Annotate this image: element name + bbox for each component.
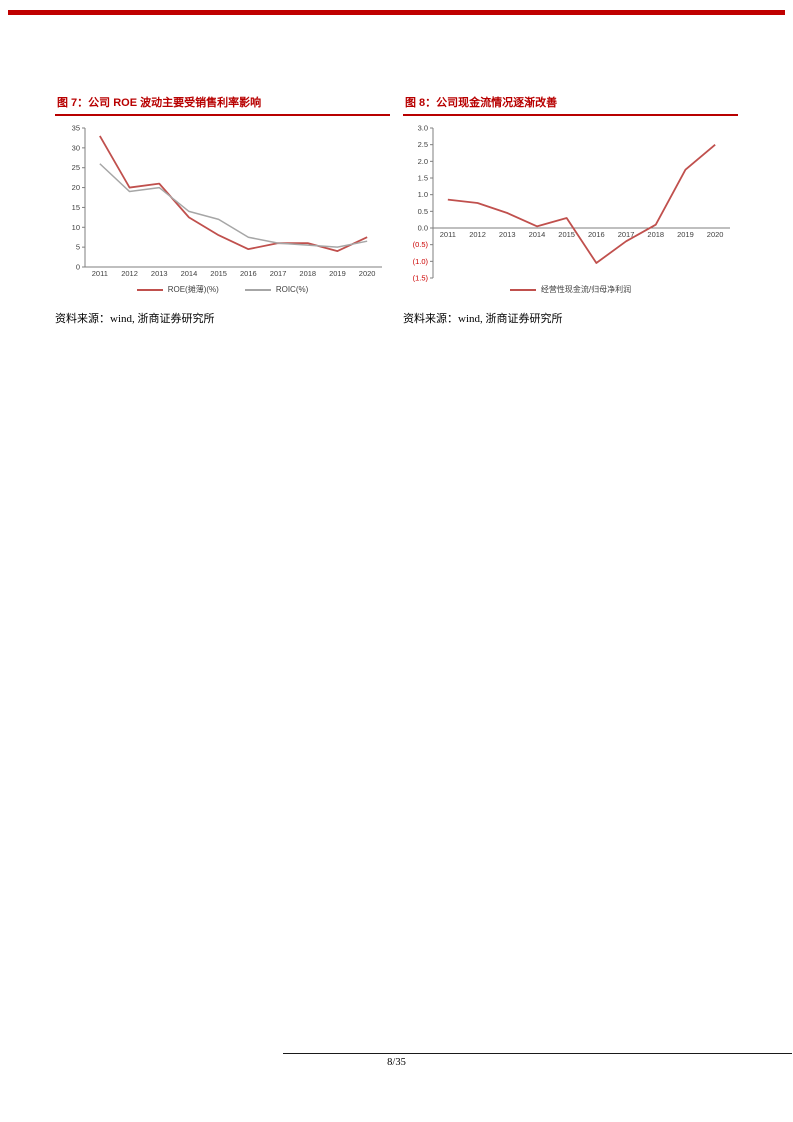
x-axis-tick-label: 2012	[121, 269, 138, 278]
x-axis-tick-label: 2015	[558, 230, 575, 239]
figure-8: 图 8：公司现金流情况逐渐改善 3.0 2.5 2.0 1.5 1.0 0.5 0.0 (0.…	[403, 95, 738, 326]
x-axis-tick-label: 2016	[588, 230, 605, 239]
y-axis-tick-label: 0.0	[418, 223, 428, 232]
x-axis-tick-label: 2011	[92, 269, 108, 278]
x-axis-tick-label: 2017	[270, 269, 287, 278]
x-axis-tick-label: 2012	[469, 230, 486, 239]
x-axis-tick-label: 2013	[151, 269, 168, 278]
y-axis-tick-label: 3.0	[418, 123, 428, 132]
x-axis-tick-label: 2017	[618, 230, 635, 239]
y-axis-tick-label: 2.0	[418, 157, 428, 166]
y-axis-tick-label: 1.5	[418, 173, 428, 182]
series-line-1	[99, 162, 368, 248]
figure-8-legend: 经营性现金流/归母净利润	[403, 284, 738, 296]
legend-label: ROE(摊薄)(%)	[167, 285, 219, 295]
x-axis-tick-label: 2014	[529, 230, 546, 239]
page-number: 8/35	[387, 1057, 406, 1068]
cashflow-line-chart: 3.0 2.5 2.0 1.5 1.0 0.5 0.0 (0.5) (1.0) (1.5) 2011…	[403, 122, 738, 282]
x-axis-tick-label: 2015	[210, 269, 227, 278]
y-axis-tick-label: 25	[72, 163, 80, 172]
x-axis-tick-label: 2018	[647, 230, 664, 239]
legend-item: 经营性现金流/归母净利润	[509, 284, 632, 295]
legend-item: ROIC(%)	[244, 285, 309, 295]
legend-item: ROE(摊薄)(%)	[136, 284, 219, 295]
y-axis-tick-label: 0	[76, 262, 80, 271]
y-axis-tick-label: 0.5	[418, 207, 428, 216]
legend-line-sample	[136, 288, 163, 291]
x-axis-tick-label: 2019	[329, 269, 346, 278]
figure-7: 图 7：公司 ROE 波动主要受销售利率影响 35 30 25 20 15 10 5 0 201…	[55, 95, 390, 326]
figure-7-legend: ROE(摊薄)(%) ROIC(%)	[55, 284, 390, 296]
y-axis-tick-label: 30	[72, 143, 80, 152]
figures-row: 图 7：公司 ROE 波动主要受销售利率影响 35 30 25 20 15 10 5 0 201…	[55, 95, 738, 326]
y-axis-tick-label: 35	[72, 123, 80, 132]
y-axis-tick-label: 20	[72, 183, 80, 192]
y-axis-tick-label: (1.0)	[413, 257, 429, 266]
x-axis-tick-label: 2020	[707, 230, 724, 239]
legend-label: ROIC(%)	[275, 285, 309, 295]
series-line-0	[99, 135, 368, 252]
line-chart-svg: 3.0 2.5 2.0 1.5 1.0 0.5 0.0 (0.5) (1.0) (1.5) 2011…	[413, 123, 730, 282]
top-red-rule	[8, 10, 785, 15]
x-axis-tick-label: 2020	[359, 269, 376, 278]
y-axis-tick-label: 15	[72, 203, 80, 212]
x-axis-tick-label: 2011	[440, 230, 456, 239]
y-axis-tick-label: 1.0	[418, 190, 428, 199]
y-axis-tick-label: (0.5)	[413, 240, 429, 249]
figure-8-source-note: 资料来源：wind, 浙商证券研究所	[403, 312, 563, 325]
x-axis-tick-label: 2016	[240, 269, 257, 278]
y-axis-tick-label: 10	[72, 223, 80, 232]
figure-7-title: 图 7：公司 ROE 波动主要受销售利率影响	[55, 95, 390, 116]
figure-8-title: 图 8：公司现金流情况逐渐改善	[403, 95, 738, 116]
x-axis-tick-label: 2013	[499, 230, 516, 239]
legend-label: 经营性现金流/归母净利润	[540, 285, 632, 295]
y-axis-tick-label: 2.5	[418, 140, 428, 149]
y-axis-tick-label: (1.5)	[413, 273, 429, 282]
series-line-0	[447, 143, 716, 264]
x-axis-tick-label: 2019	[677, 230, 694, 239]
roe-roic-line-chart: 35 30 25 20 15 10 5 0 2011 2012 2013 2014 2015 2016 20…	[55, 122, 390, 282]
legend-line-sample	[509, 288, 536, 291]
figure-7-source-note: 资料来源：wind, 浙商证券研究所	[55, 312, 215, 325]
x-axis-tick-label: 2014	[181, 269, 198, 278]
footer-rule	[283, 1053, 792, 1054]
y-axis-tick-label: 5	[76, 242, 80, 251]
x-axis-tick-label: 2018	[299, 269, 316, 278]
legend-line-sample	[244, 288, 271, 291]
